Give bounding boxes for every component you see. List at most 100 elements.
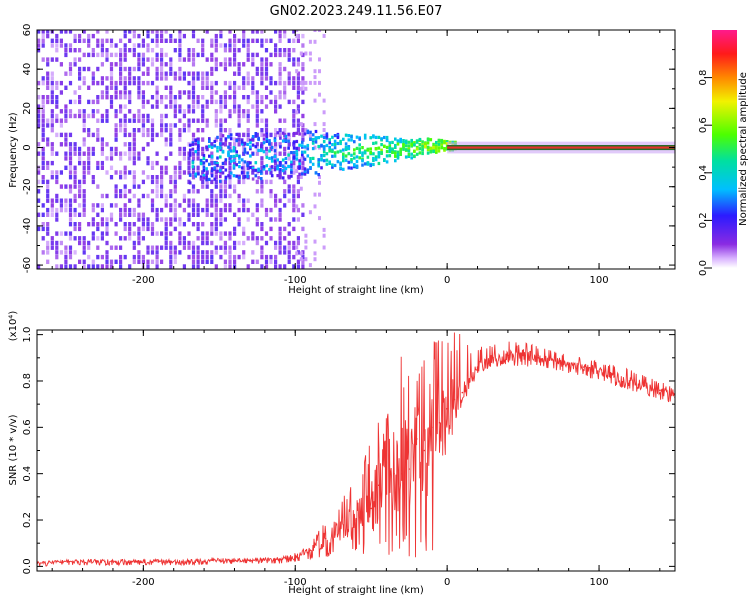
heatmap-cell	[114, 170, 118, 175]
heatmap-cell	[269, 226, 273, 232]
heatmap-cell	[100, 118, 104, 123]
heatmap-cell	[109, 212, 114, 217]
heatmap-cell	[169, 62, 173, 67]
heatmap-cell	[96, 226, 100, 232]
heatmap-cell	[202, 168, 206, 172]
heatmap-cell	[160, 123, 164, 128]
heatmap-cell	[426, 148, 430, 152]
heatmap-cell	[59, 170, 63, 175]
heatmap-cell	[82, 123, 86, 128]
heatmap-cell	[274, 217, 278, 222]
snr-point	[415, 438, 418, 440]
heatmap-cell	[214, 165, 218, 170]
heatmap-cell	[255, 99, 259, 105]
snr-point	[188, 560, 190, 563]
heatmap-cell	[295, 110, 299, 115]
heatmap-cell	[96, 43, 100, 48]
heatmap-cell	[64, 156, 68, 161]
heatmap-cell	[46, 198, 50, 203]
heatmap-cell	[68, 222, 73, 227]
heatmap-cell	[201, 80, 205, 86]
heatmap-cell	[205, 123, 209, 128]
heatmap-cell	[178, 95, 182, 100]
heatmap-cell	[100, 62, 104, 67]
heatmap-cell	[91, 76, 95, 81]
heatmap-cell	[301, 43, 305, 48]
heatmap-cell	[260, 184, 264, 189]
heatmap-cell	[240, 138, 244, 142]
heatmap-cell	[227, 174, 230, 178]
heatmap-cell	[443, 140, 446, 144]
heatmap-cell	[187, 156, 191, 161]
heatmap-cell	[269, 189, 273, 194]
heatmap-cell	[137, 156, 141, 161]
heatmap-cell	[279, 174, 282, 178]
heatmap-cell	[210, 142, 214, 147]
heatmap-cell	[164, 231, 168, 236]
heatmap-cell	[188, 153, 192, 157]
heatmap-cell	[119, 245, 123, 250]
heatmap-cell	[78, 113, 82, 119]
heatmap-cell	[260, 144, 263, 148]
heatmap-cell	[146, 142, 150, 147]
heatmap-cell	[155, 245, 159, 250]
heatmap-cell	[205, 250, 209, 255]
heatmap-cell	[119, 128, 123, 133]
heatmap-cell	[119, 151, 123, 156]
heatmap-cell	[363, 150, 367, 154]
heatmap-cell	[283, 30, 287, 34]
snr-point	[400, 472, 403, 475]
heatmap-cell	[109, 146, 114, 152]
heatmap-cell	[205, 71, 209, 76]
heatmap-cell	[137, 62, 141, 67]
heatmap-cell	[418, 143, 422, 147]
heatmap-cell	[123, 175, 127, 180]
heatmap-cell	[260, 264, 264, 269]
heatmap-cell	[46, 193, 50, 199]
heatmap-cell	[119, 264, 123, 269]
heatmap-cell	[342, 154, 345, 158]
heatmap-cell	[96, 118, 100, 123]
heatmap-cell	[96, 212, 100, 217]
heatmap-cell	[169, 66, 173, 72]
heatmap-cell	[264, 71, 269, 76]
heatmap-cell	[123, 236, 127, 241]
heatmap-cell	[169, 264, 173, 269]
heatmap-cell	[214, 113, 218, 119]
heatmap-cell	[196, 189, 200, 194]
heatmap-cell	[325, 136, 329, 140]
heatmap-cell	[64, 254, 68, 260]
heatmap-cell	[100, 48, 104, 53]
heatmap-cell	[146, 245, 150, 250]
heatmap-cell	[284, 161, 288, 165]
heatmap-cell	[123, 142, 127, 147]
heatmap-cell	[55, 240, 59, 246]
heatmap-cell	[292, 30, 296, 34]
heatmap-cell	[114, 62, 118, 67]
heatmap-cell	[160, 245, 164, 250]
heatmap-cell	[223, 184, 227, 189]
heatmap-cell	[91, 109, 95, 114]
heatmap-cell	[296, 207, 300, 213]
heatmap-cell	[182, 128, 186, 133]
heatmap-cell	[91, 52, 95, 58]
heatmap-cell	[274, 104, 278, 109]
snr-point	[453, 398, 456, 401]
heatmap-cell	[146, 66, 150, 72]
heatmap-cell	[178, 48, 182, 53]
heatmap-cell	[91, 48, 95, 53]
heatmap-cell	[318, 92, 321, 97]
heatmap-cell	[169, 250, 173, 255]
heatmap-cell	[237, 137, 241, 142]
y-tick-label: -60	[22, 257, 33, 273]
heatmap-cell	[255, 222, 259, 227]
heatmap-cell	[41, 104, 45, 109]
colorbar-tick-label: 0.6	[698, 117, 709, 133]
heatmap-cell	[160, 118, 164, 123]
heatmap-cell	[114, 43, 118, 48]
heatmap-cell	[141, 123, 145, 128]
heatmap-cell	[278, 236, 282, 241]
heatmap-cell	[182, 123, 186, 128]
heatmap-cell	[146, 259, 150, 264]
heatmap-cell	[287, 142, 291, 147]
